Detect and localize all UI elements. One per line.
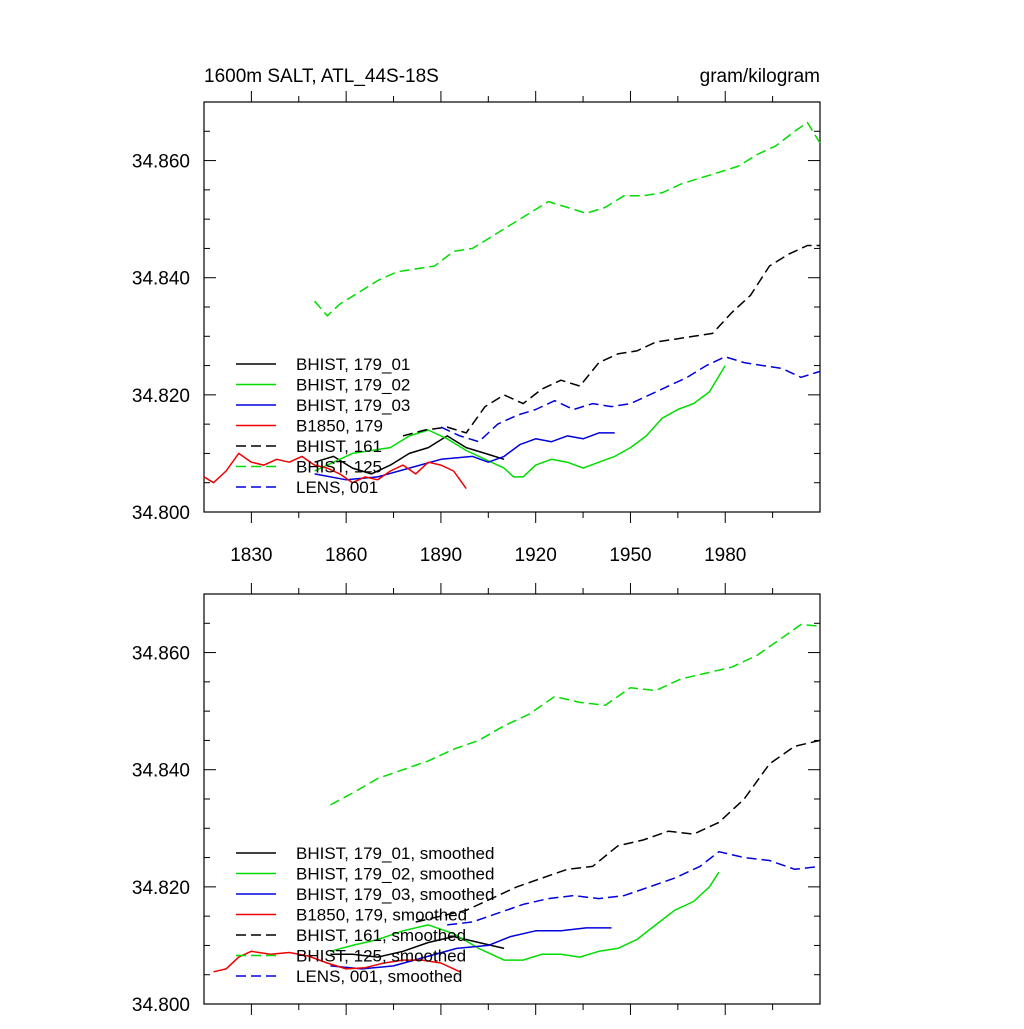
series-line-bhist-125-smoothed — [330, 623, 821, 806]
series-line-lens-001-smoothed — [447, 850, 821, 926]
series-line-bhist-161 — [402, 244, 820, 437]
series-line-lens-001 — [440, 356, 821, 443]
y-tick-label: 34.860 — [132, 152, 190, 173]
series-line-bhist-125 — [314, 121, 821, 317]
legend-label-bhist-179-02-smoothed: BHIST, 179_02, smoothed — [296, 865, 494, 884]
series-line-bhist-179-02-smoothed — [330, 871, 720, 961]
x-tick-label: 1950 — [609, 545, 651, 566]
top-panel: 34.800 34.820 34.840 34.860 1830 1860 1890 1920… — [132, 91, 821, 566]
y-tick-label: 34.820 — [132, 386, 190, 407]
series-line-bhist-179-03-smoothed — [330, 927, 612, 970]
legend-label-bhist-161: BHIST, 161 — [296, 437, 382, 456]
bottom-panel: 34.800 34.820 34.840 34.860 BHIST, 179_01, s… — [132, 583, 821, 1016]
legend-label-bhist-125: BHIST, 125 — [296, 458, 382, 477]
x-tick-label: 1920 — [515, 545, 557, 566]
y-tick-label: 34.820 — [132, 878, 190, 899]
legend-label-lens-001: LENS, 001 — [296, 478, 378, 497]
legend-label-bhist-179-03: BHIST, 179_03 — [296, 396, 410, 415]
legend-label-b1850-179-smoothed: B1850, 179, smoothed — [296, 906, 467, 925]
series-line-bhist-179-01-smoothed — [330, 935, 505, 958]
legend-label-bhist-179-02: BHIST, 179_02 — [296, 376, 410, 395]
y-tick-label: 34.800 — [132, 995, 190, 1016]
x-tick-label: 1980 — [704, 545, 746, 566]
legend-label-b1850-179: B1850, 179 — [296, 417, 383, 436]
series-line-bhist-179-02 — [314, 365, 726, 478]
legend-label-bhist-179-01-smoothed: BHIST, 179_01, smoothed — [296, 844, 494, 863]
legend-label-bhist-125-smoothed: BHIST, 125, smoothed — [296, 947, 466, 966]
series-line-bhist-179-03 — [314, 432, 615, 481]
legend-label-lens-001-smoothed: LENS, 001, smoothed — [296, 967, 462, 986]
legend-label-bhist-179-03-smoothed: BHIST, 179_03, smoothed — [296, 885, 494, 904]
chart-units-label: gram/kilogram — [700, 66, 820, 87]
legend-label-bhist-179-01: BHIST, 179_01 — [296, 355, 410, 374]
x-tick-label: 1860 — [325, 545, 367, 566]
legend-label-bhist-161-smoothed: BHIST, 161, smoothed — [296, 926, 466, 945]
y-tick-label: 34.840 — [132, 761, 190, 782]
y-tick-label: 34.860 — [132, 644, 190, 665]
y-tick-label: 34.840 — [132, 269, 190, 290]
series-line-b1850-179 — [203, 452, 467, 490]
series-line-bhist-179-01 — [314, 435, 505, 475]
y-tick-label: 34.800 — [132, 503, 190, 524]
x-tick-label: 1890 — [420, 545, 462, 566]
x-tick-label: 1830 — [230, 545, 272, 566]
chart-title: 1600m SALT, ATL_44S-18S — [204, 66, 439, 87]
series-line-bhist-161-smoothed — [415, 739, 821, 923]
